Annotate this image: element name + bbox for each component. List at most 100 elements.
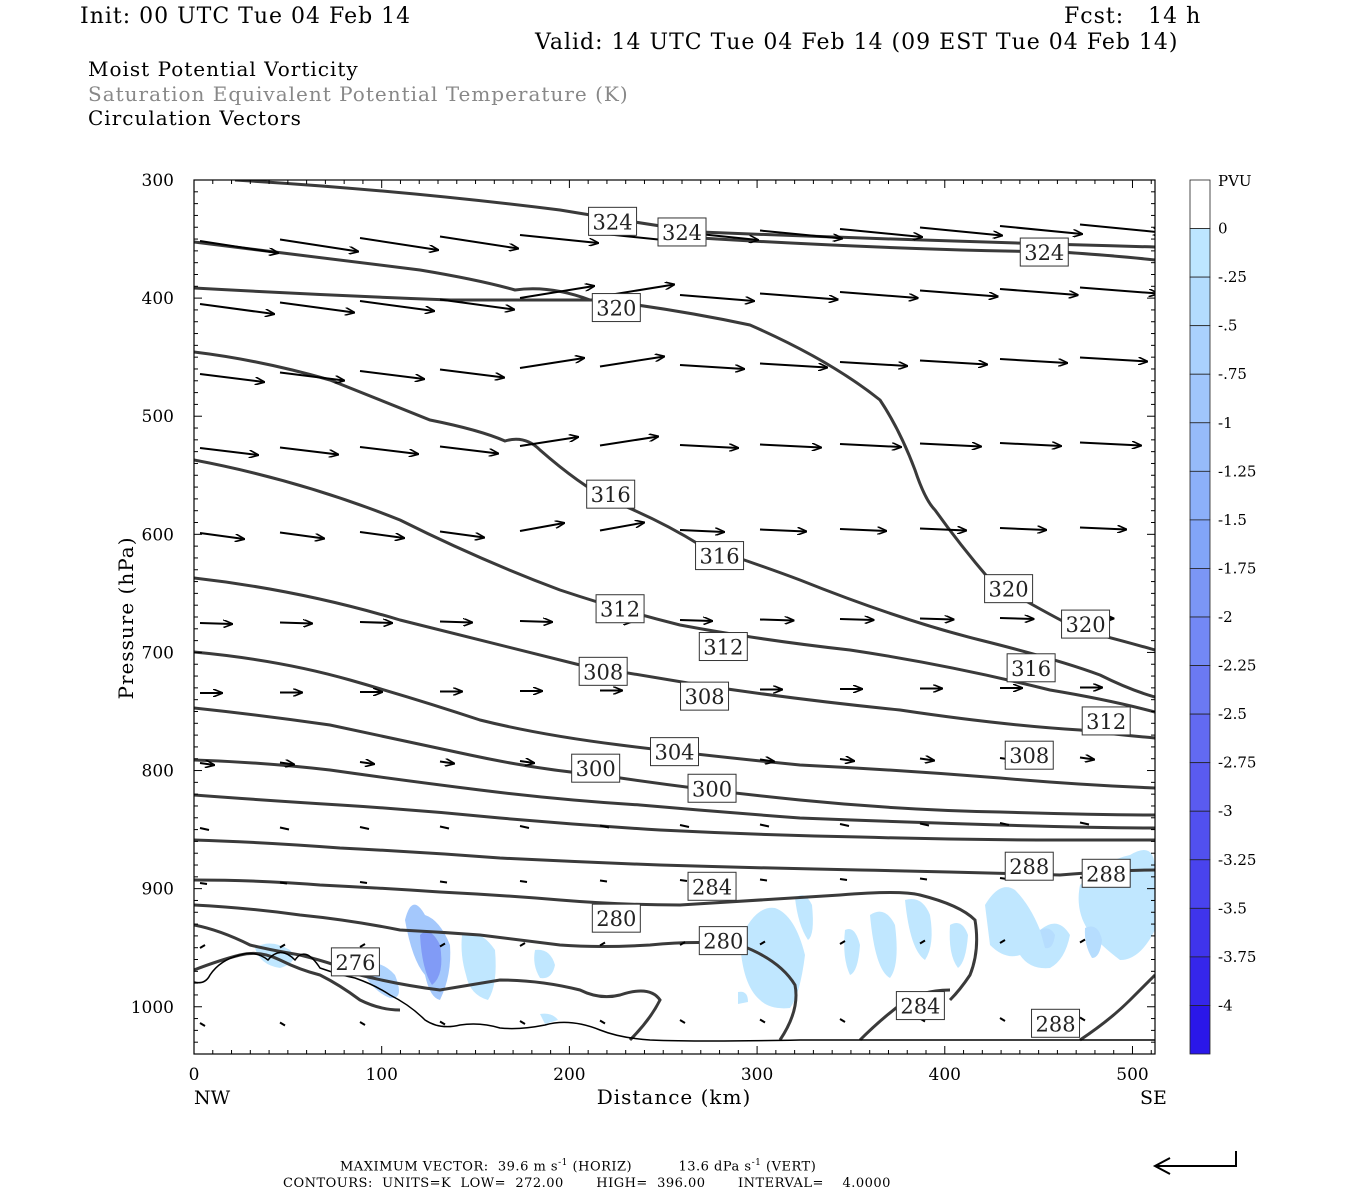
circulation-vector — [839, 228, 922, 237]
contour-label-box — [330, 947, 380, 977]
pv-blob — [420, 931, 442, 985]
colorbar-unit: PVU — [1218, 172, 1252, 190]
x-left-end-label: NW — [194, 1087, 231, 1109]
contour-label: 324 — [593, 210, 633, 234]
circulation-vector — [759, 1018, 766, 1024]
contour-label-box — [591, 903, 641, 933]
contour-label: 304 — [654, 741, 694, 765]
contours-footer: CONTOURS: UNITS=K LOW= 272.00 HIGH= 396.… — [283, 1176, 891, 1191]
circulation-vector — [279, 446, 338, 455]
vert-exponent: -1 — [751, 1158, 762, 1168]
circulation-vector — [279, 301, 354, 313]
circulation-vector — [679, 445, 738, 448]
circulation-vector — [439, 825, 450, 830]
circulation-vector — [599, 941, 606, 947]
circulation-vector — [679, 879, 688, 882]
circulation-vector — [359, 826, 370, 830]
circulation-vector — [439, 235, 518, 249]
colorbar-box — [1189, 616, 1211, 666]
y-tick-label: 400 — [142, 289, 174, 309]
circulation-vector — [1079, 286, 1155, 294]
contour-label-box — [1019, 237, 1069, 267]
circulation-vector — [919, 759, 934, 761]
max-vector-footer: MAXIMUM VECTOR: 39.6 m s-1 (HORIZ) 13.6 … — [340, 1158, 816, 1174]
circulation-vector — [839, 878, 848, 881]
title-theta-es: Saturation Equivalent Potential Temperat… — [88, 82, 629, 106]
circulation-vector — [519, 942, 526, 947]
colorbar-label: 0 — [1218, 220, 1228, 238]
circulation-vector — [759, 823, 770, 828]
contour-label: 288 — [1086, 862, 1126, 886]
colorbar-box — [1189, 228, 1211, 278]
contour-label-box — [1081, 858, 1131, 888]
circulation-vector — [839, 823, 850, 827]
contour-288-b — [1079, 973, 1155, 1042]
contour-label: 308 — [1009, 744, 1049, 768]
contour-label-box — [1006, 653, 1056, 683]
contour-label: 316 — [591, 483, 631, 507]
x-tick-label: 400 — [929, 1065, 961, 1085]
circulation-vector — [199, 827, 210, 831]
contour-280-a — [194, 903, 798, 1041]
circulation-vector — [599, 523, 644, 532]
circulation-vector — [759, 530, 806, 532]
contour-label-box — [984, 574, 1034, 604]
circulation-vector — [439, 530, 484, 538]
circulation-vector — [279, 763, 294, 765]
colorbar-label: -1.75 — [1218, 559, 1256, 577]
contour-label: 284 — [692, 875, 732, 899]
x-tick-label: 200 — [553, 1065, 585, 1085]
contour-324-a — [234, 180, 1155, 249]
circulation-vector — [1079, 443, 1141, 446]
circulation-vector — [759, 760, 774, 762]
reference-vector-head — [1152, 1157, 1171, 1175]
colorbar-label: -.25 — [1218, 268, 1247, 286]
y-tick-label: 1000 — [131, 998, 174, 1018]
circulation-vector — [919, 877, 928, 881]
circulation-vector — [759, 878, 768, 882]
y-tick-label: 300 — [142, 171, 174, 191]
circulation-vector — [839, 759, 854, 761]
circulation-vector — [519, 621, 552, 622]
contour-label: 276 — [335, 951, 375, 975]
circulation-vector — [839, 529, 886, 531]
circulation-vector — [759, 445, 821, 448]
contour-label-box — [1031, 1008, 1081, 1038]
contour-label: 320 — [1066, 613, 1106, 637]
circulation-vector — [439, 880, 448, 884]
colorbar-box — [1189, 568, 1211, 618]
x-tick-label: 100 — [365, 1065, 397, 1085]
contour-label-box — [1081, 706, 1131, 736]
circulation-vector — [999, 288, 1078, 295]
pv-blob — [461, 933, 496, 1000]
colorbar-label: -2.75 — [1218, 754, 1256, 772]
pv-blob — [1084, 926, 1102, 958]
x-axis-label: Distance (km) — [597, 1085, 752, 1109]
colorbar-label: -.75 — [1218, 365, 1247, 383]
contour-label: 324 — [662, 221, 702, 245]
circulation-vector — [359, 446, 418, 454]
circulation-vectors — [199, 223, 1155, 1027]
contour-304 — [194, 650, 1155, 790]
circulation-vector — [1079, 938, 1086, 944]
circulation-vector — [439, 445, 498, 454]
forecast-hour: Fcst: 14 h — [1064, 4, 1202, 29]
contour-label: 312 — [703, 636, 743, 660]
circulation-vector — [519, 761, 534, 763]
contour-label: 324 — [1024, 241, 1064, 265]
max-vector-label: MAXIMUM VECTOR: — [340, 1159, 489, 1175]
colorbar-box — [1189, 519, 1211, 569]
pv-blob — [985, 887, 1070, 969]
reference-vector — [1152, 1151, 1237, 1175]
contour-label: 320 — [989, 578, 1029, 602]
contour-300 — [194, 706, 1155, 817]
pv-blob — [949, 922, 968, 968]
max-vector-vert: 13.6 dPa s — [678, 1159, 752, 1175]
contour-label-box — [1004, 851, 1054, 881]
colorbar-boxes — [1189, 179, 1211, 1055]
contour-label-box — [591, 293, 641, 323]
reference-vector-arrow — [1155, 1151, 1237, 1167]
circulation-vector — [279, 371, 344, 381]
circulation-vector — [999, 225, 1082, 234]
